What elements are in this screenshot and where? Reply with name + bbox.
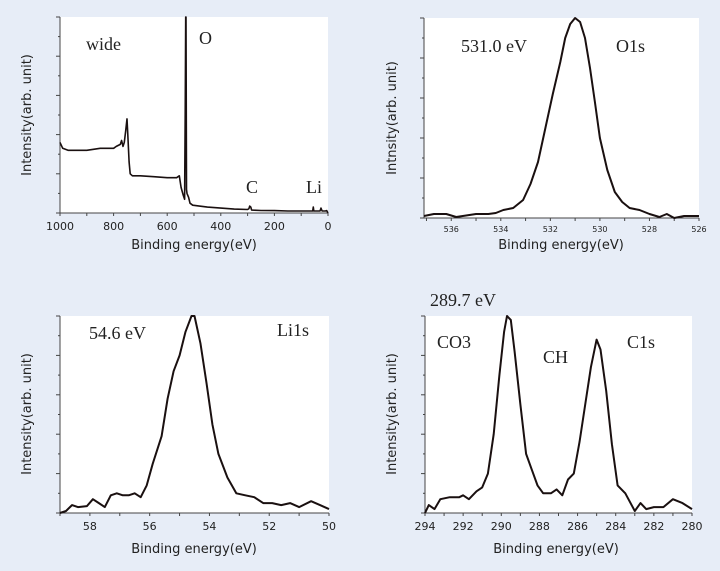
x-tick-label: 290 xyxy=(491,520,512,533)
x-tick-label: 286 xyxy=(567,520,588,533)
x-tick-label: 292 xyxy=(453,520,474,533)
panel-o1s: 526 528 530 532 534 536 Binding energy(eV) In… xyxy=(385,17,707,253)
annotation-li1s: Li1s xyxy=(277,320,309,340)
x-axis-label: Binding energy(eV) xyxy=(493,542,619,557)
y-axis-label: Intensity(arb. unit) xyxy=(385,353,400,475)
x-tick-label: 58 xyxy=(83,520,97,533)
annotation-wide: wide xyxy=(86,34,121,54)
x-tick-label: 536 xyxy=(444,225,459,234)
x-axis-label: Binding energy(eV) xyxy=(498,238,624,253)
panel-c1s: 280 282 284 286 288 290 292 294 Binding energy(… xyxy=(385,290,703,557)
annotation-o: O xyxy=(199,28,212,48)
x-tick-label: 0 xyxy=(325,220,332,233)
annotation-peak-energy: 54.6 eV xyxy=(89,323,146,343)
x-tick-label: 284 xyxy=(605,520,626,533)
x-axis-label: Binding energy(eV) xyxy=(131,542,257,557)
x-tick-label: 282 xyxy=(643,520,664,533)
x-tick-label: 52 xyxy=(262,520,276,533)
plot-area xyxy=(425,316,692,513)
annotation-li: Li xyxy=(306,177,322,197)
x-tick-label: 800 xyxy=(103,220,124,233)
plot-area xyxy=(60,316,329,513)
x-tick-label: 534 xyxy=(493,225,508,234)
annotation-o1s: O1s xyxy=(616,36,645,56)
panel-li1s: 50 52 54 56 58 Binding energy(eV) Intensity(… xyxy=(20,315,336,557)
x-tick-label: 56 xyxy=(143,520,157,533)
spectrum-line xyxy=(424,315,693,514)
x-tick-label: 294 xyxy=(415,520,436,533)
x-tick-label: 1000 xyxy=(46,220,74,233)
x-tick-label: 526 xyxy=(691,225,706,234)
y-axis-label: Intensity(arb. unit) xyxy=(20,54,35,176)
x-axis-label: Binding energy(eV) xyxy=(131,238,257,253)
annotation-ch: CH xyxy=(543,347,568,367)
x-tick-label: 200 xyxy=(264,220,285,233)
plot-area xyxy=(60,17,328,213)
x-tick-label: 400 xyxy=(210,220,231,233)
x-tick-label: 532 xyxy=(543,225,558,234)
y-axis-label: Intensity(arb. unit) xyxy=(20,353,35,475)
annotation-c: C xyxy=(246,177,258,197)
x-tick-label: 600 xyxy=(157,220,178,233)
panel-wide: 0 200 400 600 800 1000 Binding energy(eV) Int… xyxy=(20,16,332,253)
x-tick-label: 50 xyxy=(322,520,336,533)
x-tick-label: 54 xyxy=(202,520,216,533)
spectrum-line xyxy=(59,16,329,214)
x-tick-label: 528 xyxy=(642,225,657,234)
annotation-peak-energy: 531.0 eV xyxy=(461,36,527,56)
spectrum-line xyxy=(59,315,330,514)
x-tick-label: 530 xyxy=(592,225,607,234)
x-tick-label: 288 xyxy=(529,520,550,533)
spectrum-line xyxy=(423,17,699,219)
y-axis-label: Intnsity(arb. unit) xyxy=(385,61,400,175)
annotation-peak-energy: 289.7 eV xyxy=(430,290,496,310)
annotation-co3: CO3 xyxy=(437,332,471,352)
x-tick-label: 280 xyxy=(682,520,703,533)
annotation-c1s: C1s xyxy=(627,332,655,352)
